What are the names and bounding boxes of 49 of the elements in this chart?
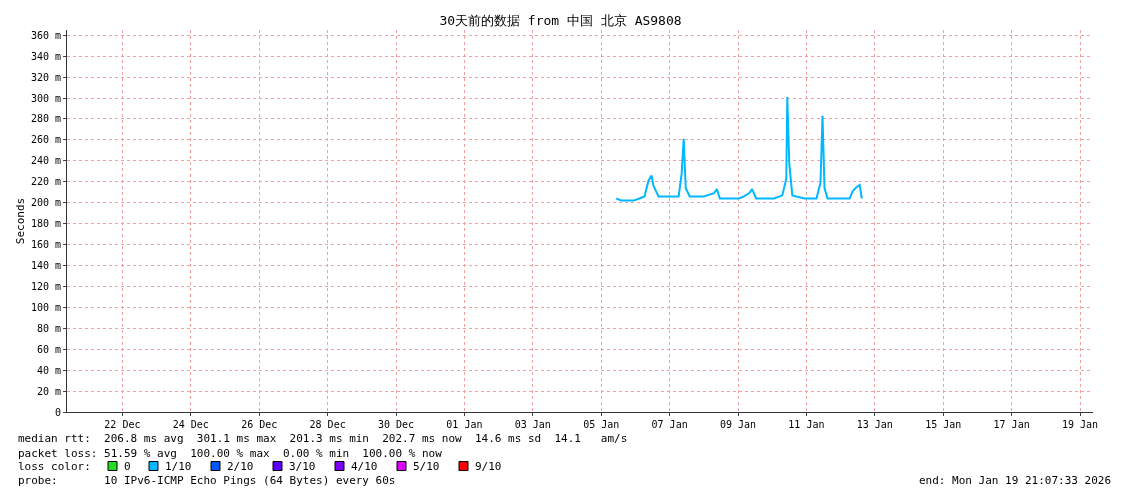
y-tick-label: 40 m <box>36 364 61 376</box>
line-series <box>615 95 863 202</box>
x-tick-label: 26 Dec <box>241 419 278 430</box>
legend-label: 3/10 <box>289 460 316 473</box>
y-tick-label: 80 m <box>36 322 61 334</box>
y-tick-label: 60 m <box>36 343 61 355</box>
y-tick-label: 280 m <box>30 113 61 125</box>
y-tick-label: 20 m <box>36 385 61 397</box>
text: end: Mon Jan 19 21:07:33 2026 <box>919 474 1112 487</box>
x-tick-label: 01 Jan <box>446 419 483 430</box>
x-tick-label: 05 Jan <box>583 419 620 430</box>
chart-title: 30天前的数据 from 中国 北京 AS9808 <box>439 12 682 28</box>
legend-label: 9/10 <box>475 460 502 473</box>
x-tick-label: 07 Jan <box>651 419 688 430</box>
y-tick-label: 160 m <box>30 239 61 251</box>
legend-title: loss color: <box>18 460 91 473</box>
legend-label: 2/10 <box>227 460 254 473</box>
legend-label: 5/10 <box>413 460 440 473</box>
y-tick-label: 320 m <box>30 71 61 83</box>
x-tick-label: 09 Jan <box>719 419 757 430</box>
x-tick-label: 19 Jan <box>1061 419 1099 430</box>
x-tick-label: 30 Dec <box>377 419 415 430</box>
legend-label: 0 <box>124 460 131 473</box>
y-tick-label: 200 m <box>30 197 61 209</box>
y-axis-title: Seconds <box>13 197 27 245</box>
legend-label: 1/10 <box>165 460 192 473</box>
x-tick-label: 17 Jan <box>993 419 1030 430</box>
y-tick-label: 0 <box>54 406 61 418</box>
x-tick-label: 03 Jan <box>514 419 551 430</box>
y-tick-label: 120 m <box>30 280 61 292</box>
y-tick-label: 180 m <box>30 218 61 230</box>
x-tick-label: 24 Dec <box>172 419 209 430</box>
y-tick-label: 360 m <box>30 29 61 41</box>
x-tick-label: 22 Dec <box>104 419 141 430</box>
y-tick-label: 140 m <box>30 259 61 271</box>
legend-label: 4/10 <box>351 460 378 473</box>
text: median rtt: 206.8 ms avg 301.1 ms max 201.3 ms min 202.7 ms now 14.6 ms sd 14.1 am/s <box>18 432 628 445</box>
y-tick-label: 300 m <box>30 92 61 104</box>
x-tick-label: 15 Jan <box>925 419 962 430</box>
y-tick-label: 260 m <box>30 134 61 146</box>
y-tick-label: 100 m <box>30 301 61 313</box>
x-tick-label: 11 Jan <box>788 419 825 430</box>
y-tick-label: 220 m <box>30 176 61 188</box>
x-tick-label: 28 Dec <box>309 419 346 430</box>
x-tick-label: 13 Jan <box>856 419 893 430</box>
y-tick-label: 340 m <box>30 50 61 62</box>
text: packet loss: 51.59 % avg 100.00 % max 0.00 % min 100.00 % now <box>18 447 443 460</box>
text: probe: 10 IPv6-ICMP Echo Pings (64 Bytes) every 60s <box>18 474 396 487</box>
y-tick-label: 240 m <box>30 155 61 167</box>
